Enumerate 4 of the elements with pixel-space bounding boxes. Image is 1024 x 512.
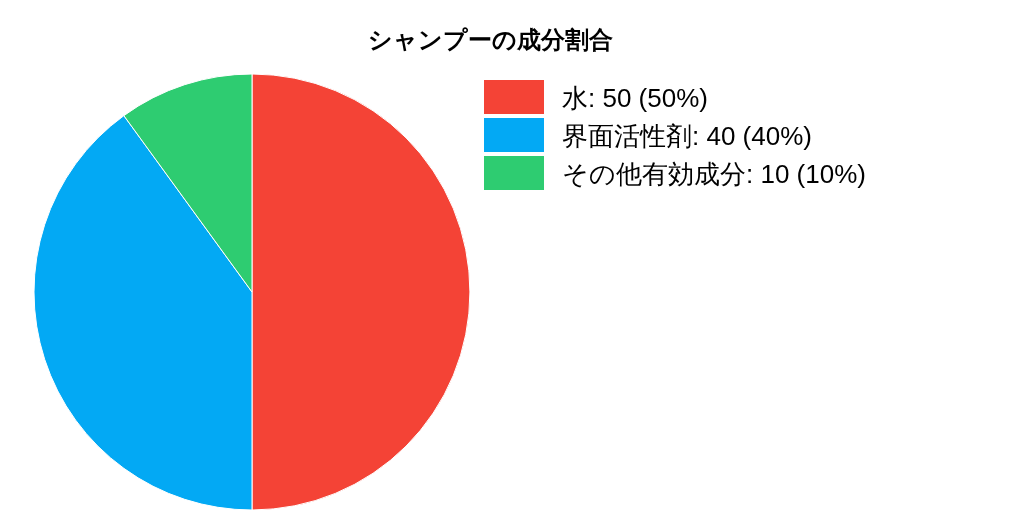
legend-label: 界面活性剤: 40 (40%) xyxy=(562,121,812,151)
chart-title: シャンプーの成分割合 xyxy=(367,26,613,53)
legend-label: 水: 50 (50%) xyxy=(562,83,708,113)
legend-label: その他有効成分: 10 (10%) xyxy=(562,159,866,189)
